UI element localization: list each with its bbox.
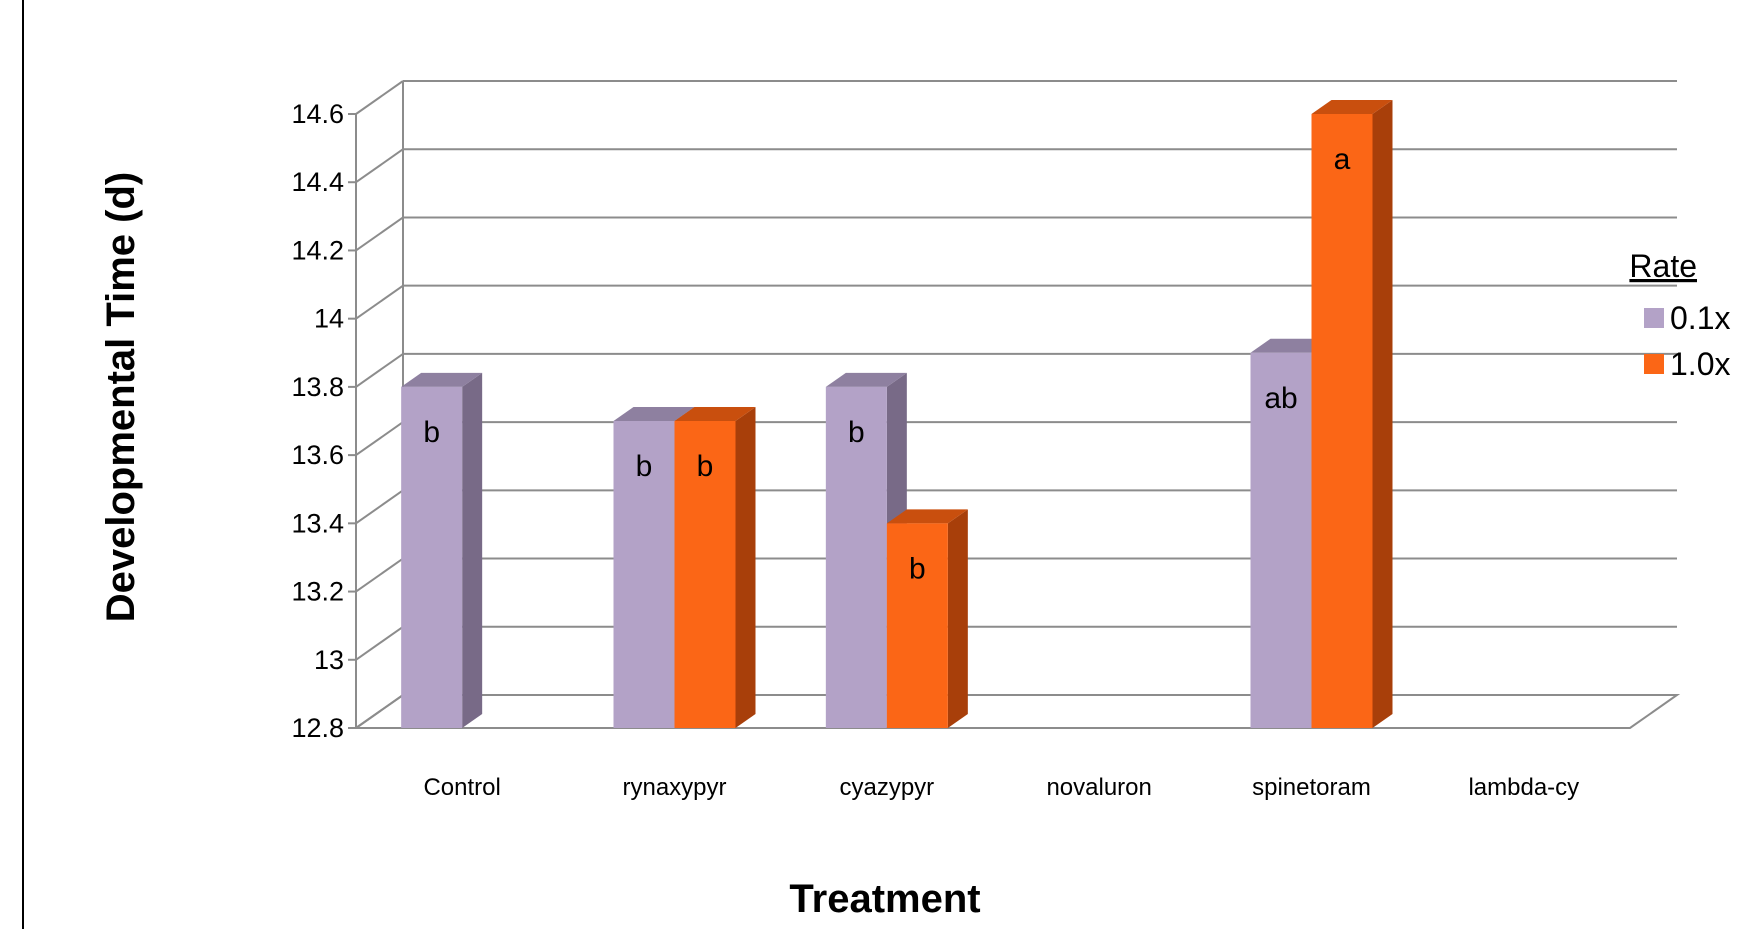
- y-tick-label: 13.2: [291, 577, 344, 607]
- x-axis-title: Treatment: [789, 877, 980, 921]
- side-wall-gridline: [355, 353, 404, 388]
- side-wall-gridline: [355, 557, 404, 593]
- bar: b: [674, 407, 756, 728]
- x-tick-label: spinetoram: [1252, 774, 1371, 801]
- legend-entry: 1.0x: [1670, 346, 1730, 382]
- side-wall-gridline: [355, 489, 404, 525]
- bar-side: [947, 509, 968, 728]
- bar-data-label: b: [909, 552, 926, 585]
- bar-front: [886, 523, 948, 728]
- legend: Rate 0.1x 1.0x: [1629, 248, 1730, 382]
- bar: b: [886, 509, 968, 728]
- bar-front: [401, 386, 463, 728]
- bar-top: [825, 372, 907, 387]
- bar-data-label: a: [1334, 143, 1351, 176]
- y-tick-label: 14: [314, 304, 344, 334]
- side-wall-gridline: [355, 694, 404, 729]
- side-wall-gridline: [355, 148, 404, 184]
- x-tick-label: cyazypyr: [839, 774, 934, 801]
- bar-data-label: b: [697, 450, 714, 483]
- legend-swatch: [1644, 354, 1664, 374]
- bar-front: [1311, 114, 1373, 728]
- y-tick-label: 12.8: [291, 713, 344, 743]
- legend-title: Rate: [1629, 248, 1697, 284]
- bar-data-label: b: [848, 416, 865, 449]
- y-tick-label: 13.4: [291, 508, 344, 538]
- bar-side: [735, 407, 756, 728]
- x-tick-label: novaluron: [1046, 774, 1151, 801]
- y-tick-label: 13.8: [291, 372, 344, 402]
- x-tick-label: rynaxypyr: [622, 774, 726, 801]
- y-tick-label: 14.2: [291, 235, 344, 265]
- y-axis-title: Developmental Time (d): [99, 172, 143, 622]
- bar-front: [674, 421, 736, 728]
- bar-side: [1372, 100, 1393, 728]
- y-tick-label: 14.4: [291, 167, 344, 197]
- bar-front: [1250, 352, 1312, 728]
- bar-top: [1250, 338, 1332, 353]
- side-wall-gridline: [355, 80, 404, 115]
- bar-front: [825, 386, 887, 728]
- bar-data-label: b: [423, 416, 440, 449]
- bar-top: [886, 509, 968, 524]
- bar-data-label: ab: [1264, 382, 1297, 415]
- x-tick-label: Control: [423, 774, 500, 801]
- bar: a: [1311, 100, 1393, 728]
- legend-entry: 0.1x: [1670, 300, 1730, 336]
- y-tick-label: 13: [314, 645, 344, 675]
- x-tick-label: lambda-cy: [1468, 774, 1579, 801]
- bar-top: [613, 407, 695, 421]
- side-wall-gridline: [355, 421, 404, 456]
- chart-floor: [352, 694, 1681, 729]
- bar-side: [462, 372, 483, 728]
- side-wall-gridline: [355, 216, 404, 252]
- side-wall-gridline: [355, 284, 404, 320]
- bar: b: [401, 372, 483, 728]
- legend-swatch: [1644, 308, 1664, 328]
- bar-top: [401, 372, 483, 387]
- y-tick-label: 13.6: [291, 440, 344, 470]
- bar-front: [613, 421, 675, 728]
- y-tick-label: 14.6: [291, 99, 344, 129]
- bar-data-label: b: [636, 450, 653, 483]
- bar-top: [1311, 100, 1393, 114]
- side-wall-gridline: [355, 625, 404, 661]
- bar-top: [674, 407, 756, 421]
